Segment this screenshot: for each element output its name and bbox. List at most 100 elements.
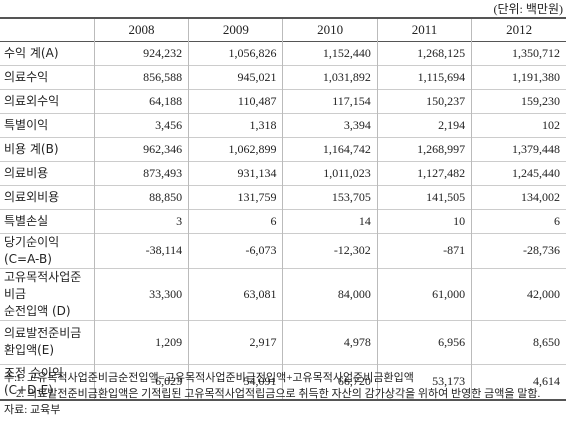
table-row: 특별이익 3,456 1,318 3,394 2,194 102 <box>0 113 566 137</box>
cell-value: 924,232 <box>93 41 189 65</box>
table-row: 의료수익 856,588 945,021 1,031,892 1,115,694 1,19… <box>0 65 566 89</box>
cell-value: 1,268,997 <box>376 137 472 161</box>
cell-value: 134,002 <box>471 185 566 209</box>
cell-value: -28,736 <box>471 233 566 268</box>
cell-value: 4,614 <box>471 364 566 400</box>
cell-value: 117,154 <box>282 89 378 113</box>
cell-value: -12,302 <box>282 233 378 268</box>
row-label: 비용 계(B) <box>0 137 94 161</box>
cell-value: 42,000 <box>471 268 566 320</box>
column-header: 2010 <box>282 18 378 41</box>
cell-value: 14 <box>282 209 378 233</box>
cell-value: 141,505 <box>376 185 472 209</box>
cell-value: 1,031,892 <box>282 65 378 89</box>
row-label: 의료외수익 <box>0 89 94 113</box>
cell-value: 1,245,440 <box>471 161 566 185</box>
cell-value: -6,073 <box>188 233 283 268</box>
table-row: 당기순이익(C=A-B) -38,114 -6,073 -12,302 -871 -28,… <box>0 233 566 268</box>
notes: 주: 1. 고유목적사업준비금순전입액=고유목적사업준비금전입액+고유목적사업준… <box>4 370 564 418</box>
row-label-line: 조정 순이익(C+D-E) <box>4 365 64 397</box>
cell-value: 66,720 <box>282 364 378 400</box>
cell-value: 159,230 <box>471 89 566 113</box>
cell-value: -6,023 <box>93 364 189 400</box>
cell-value: 6 <box>188 209 283 233</box>
table-row: 의료외비용 88,850 131,759 153,705 141,505 134,002 <box>0 185 566 209</box>
cell-value: 1,062,899 <box>188 137 283 161</box>
notes-prefix: 주: <box>4 372 18 384</box>
column-header: 2011 <box>376 18 472 41</box>
column-header: 2012 <box>471 18 566 41</box>
table-row: 의료외수익 64,188 110,487 117,154 150,237 159,230 <box>0 89 566 113</box>
header-corner <box>0 18 94 41</box>
cell-value: -871 <box>376 233 472 268</box>
note-item: 1. 고유목적사업준비금순전입액=고유목적사업준비금전입액+고유목적사업준비금환… <box>16 372 414 384</box>
column-header: 2008 <box>93 18 189 41</box>
row-label-line: 특별손실 <box>4 213 49 228</box>
cell-value: 84,000 <box>282 268 378 320</box>
row-label: 조정 순이익(C+D-E) <box>0 364 94 400</box>
cell-value: 3,394 <box>282 113 378 137</box>
table-row: 수익 계(A) 924,232 1,056,826 1,152,440 1,268,12… <box>0 41 566 65</box>
cell-value: 110,487 <box>188 89 283 113</box>
row-label: 당기순이익(C=A-B) <box>0 233 94 268</box>
note-item: 2. 의료발전준비금환입액은 기적립된 고유목적사업적립금으로 취득한 자산의 … <box>16 388 541 400</box>
row-label-line: 순전입액 (D) <box>4 303 71 318</box>
cell-value: 2,194 <box>376 113 472 137</box>
cell-value: 873,493 <box>93 161 189 185</box>
cell-value: 1,318 <box>188 113 283 137</box>
row-label: 특별손실 <box>0 209 94 233</box>
cell-value: -38,114 <box>93 233 189 268</box>
table-row: 조정 순이익(C+D-E) -6,023 54,091 66,720 53,173 4,6… <box>0 364 566 400</box>
cell-value: 3 <box>93 209 189 233</box>
cell-value: 1,115,694 <box>376 65 472 89</box>
row-label-line: 고유목적사업준비금 <box>4 269 82 301</box>
cell-value: 856,588 <box>93 65 189 89</box>
cell-value: 1,056,826 <box>188 41 283 65</box>
note-items: 1. 고유목적사업준비금순전입액=고유목적사업준비금전입액+고유목적사업준비금환… <box>4 370 564 402</box>
cell-value: 53,173 <box>376 364 472 400</box>
row-label-line: 의료발전준비금 <box>4 326 82 340</box>
cell-value: 63,081 <box>188 268 283 320</box>
row-label: 특별이익 <box>0 113 94 137</box>
data-table: 2008 2009 2010 2011 2012 수익 계(A) 924,232 1,056… <box>0 17 566 401</box>
cell-value: 131,759 <box>188 185 283 209</box>
cell-value: 150,237 <box>376 89 472 113</box>
cell-value: 8,650 <box>471 320 566 364</box>
cell-value: 1,164,742 <box>282 137 378 161</box>
table-row: 의료비용 873,493 931,134 1,011,023 1,127,482 1,24… <box>0 161 566 185</box>
row-label-line: 의료수익 <box>4 69 49 84</box>
cell-value: 1,152,440 <box>282 41 378 65</box>
header-row: 2008 2009 2010 2011 2012 <box>0 18 566 41</box>
unit-label: (단위: 백만원) <box>493 2 563 16</box>
table-body: 수익 계(A) 924,232 1,056,826 1,152,440 1,268,12… <box>0 41 566 400</box>
cell-value: 61,000 <box>376 268 472 320</box>
cell-value: 1,379,448 <box>471 137 566 161</box>
row-label-line: 환입액(E) <box>4 343 55 357</box>
cell-value: 102 <box>471 113 566 137</box>
column-header: 2009 <box>188 18 283 41</box>
cell-value: 1,350,712 <box>471 41 566 65</box>
cell-value: 33,300 <box>93 268 189 320</box>
cell-value: 4,978 <box>282 320 378 364</box>
row-label-line: 비용 계(B) <box>4 141 59 156</box>
source: 자료: 교육부 <box>4 404 61 416</box>
cell-value: 962,346 <box>93 137 189 161</box>
cell-value: 1,268,125 <box>376 41 472 65</box>
cell-value: 1,209 <box>93 320 189 364</box>
row-label-line: 의료외비용 <box>4 189 60 204</box>
cell-value: 1,127,482 <box>376 161 472 185</box>
row-label-line: 특별이익 <box>4 117 49 132</box>
cell-value: 1,011,023 <box>282 161 378 185</box>
cell-value: 54,091 <box>188 364 283 400</box>
table-row: 의료발전준비금 환입액(E) 1,209 2,917 4,978 6,956 8,650 <box>0 320 566 364</box>
cell-value: 153,705 <box>282 185 378 209</box>
row-label-line: 의료비용 <box>4 165 49 180</box>
table-row: 비용 계(B) 962,346 1,062,899 1,164,742 1,268,99… <box>0 137 566 161</box>
row-label-line: 의료외수익 <box>4 93 60 108</box>
cell-value: 88,850 <box>93 185 189 209</box>
cell-value: 6,956 <box>376 320 472 364</box>
cell-value: 2,917 <box>188 320 283 364</box>
